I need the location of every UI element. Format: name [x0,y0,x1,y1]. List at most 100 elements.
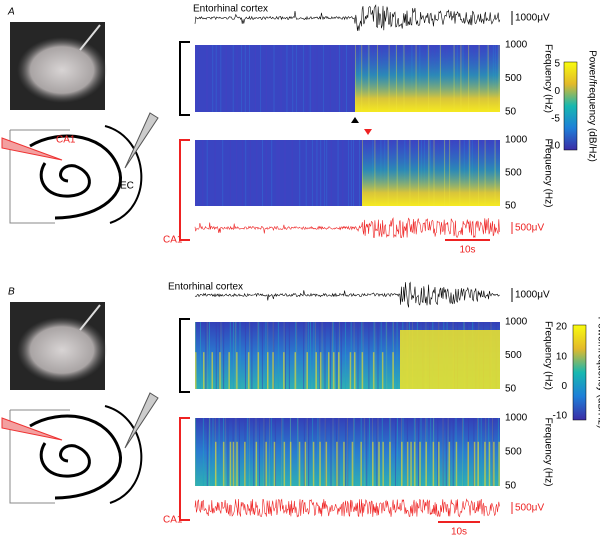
spectrogram-stripe [444,140,446,206]
spectrogram-stripe [214,140,216,206]
diagram-outline [9,409,70,504]
spectrogram-stripe [215,45,217,112]
spectrogram-stripe [333,352,335,389]
spectrogram-stripe [265,322,267,389]
spectrogram-stripe [330,140,332,206]
spectrogram-hot [400,330,500,389]
spectrogram-stripe [467,441,469,486]
spectrogram-stripe [462,418,464,486]
colorbar-tick-label: 0 [554,86,560,97]
time-scale-label: 10s [459,245,475,256]
spectrogram-stripe [203,352,205,389]
spectrogram-stripe [206,418,208,486]
spectrogram-stripe [281,418,283,486]
spectrogram-stripe [195,45,196,112]
spectrogram-stripe [380,322,382,389]
spectrogram-stripe [283,322,285,389]
spectrogram-stripe [306,418,308,486]
spectrogram-stripe [321,322,323,389]
spectrogram-stripe [324,322,326,389]
spectrogram-stripe [459,140,461,206]
electrode-ec [124,392,159,449]
spectrogram-stripe [304,441,307,486]
spectrogram-stripe [245,322,246,389]
spectrogram-stripe [270,418,272,486]
spectrogram-stripe [265,441,267,486]
photo-electrode [79,24,101,51]
spectrogram-stripe [425,418,427,486]
spectrogram-stripe [209,322,210,389]
bracket-ca1 [179,417,190,521]
spectrogram-stripe [218,418,220,486]
spectrogram-stripe [296,322,298,389]
spectrogram-stripe [355,45,356,112]
spectrogram-stripe [278,140,280,206]
scale-label: 1000μV [515,290,550,301]
freq-tick-label: 500 [505,447,522,458]
spectrogram-stripe [372,418,373,486]
electrode-ca1 [1,417,63,441]
spectrogram-stripe [255,418,257,486]
spectrogram-stripe [473,441,476,486]
colorbar-tick-label: 0 [561,381,567,392]
spectrogram-hot [362,140,500,206]
spectrogram-stripe [311,140,313,206]
spectrogram-stripe [283,441,286,486]
spectrogram-stripe [332,322,333,389]
freq-tick-label: 1000 [505,40,528,51]
freq-tick-label: 1000 [505,135,528,146]
spectrogram-stripe [414,418,416,486]
spectrogram-stripe [195,322,196,389]
spectrogram-stripe [413,441,416,486]
spectrogram-stripe [319,441,321,486]
spectrogram-stripe [295,45,297,112]
spectrogram-stripe [289,441,292,486]
spectrogram-stripe [272,322,274,389]
colorbar-label: Power/frequency (dB/Hz) [586,50,597,162]
spectrogram-stripe [397,418,398,486]
spectrogram-stripe [366,418,368,486]
spectrogram-stripe [263,418,265,486]
spectrogram-stripe [303,322,305,389]
spectrogram-stripe [285,322,286,389]
photo-slice [17,37,107,103]
spectrogram-stripe [236,352,238,389]
spectrogram-stripe [200,322,201,389]
colorbar [563,61,578,151]
spectrogram-stripe [363,418,365,486]
spectrogram-stripe [306,352,308,389]
spectrogram-stripe [324,140,326,206]
colorbar-tick-label: 5 [554,59,560,70]
spectrogram-stripe [368,45,370,112]
scale-label: 500μV [515,223,544,234]
ec-trace [194,281,500,308]
spectrogram-stripe [336,441,338,486]
spectrogram-stripe [271,140,273,206]
spectrogram-stripe [319,352,322,389]
spectrogram-stripe [212,418,214,486]
spectrogram [195,45,500,112]
spectrogram-stripe [206,45,208,112]
spectrogram-stripe [291,140,293,206]
spectrogram-stripe [249,322,251,389]
spectrogram-stripe [227,418,229,486]
spectrogram-stripe [202,140,204,206]
spectrogram-stripe [341,45,343,112]
spectrogram-stripe [485,418,487,486]
spectrogram-stripe [477,441,479,486]
spectrogram-stripe [396,140,398,206]
spectrogram-stripe [238,418,240,486]
spectrogram-stripe [382,441,384,486]
spectrogram-stripe [274,418,276,486]
spectrogram-stripe [312,45,314,112]
spectrogram-stripe [244,441,246,486]
spectrogram-stripe [283,352,285,389]
spectrogram-stripe [478,45,480,112]
spectrogram-stripe [492,418,494,486]
spectrogram-stripe [425,441,427,486]
spectrogram-stripe [361,352,364,389]
spectrogram-stripe [418,140,419,206]
spectrogram-stripe [387,140,389,206]
spectrogram-stripe [442,418,444,486]
spectrogram-stripe [374,140,376,206]
